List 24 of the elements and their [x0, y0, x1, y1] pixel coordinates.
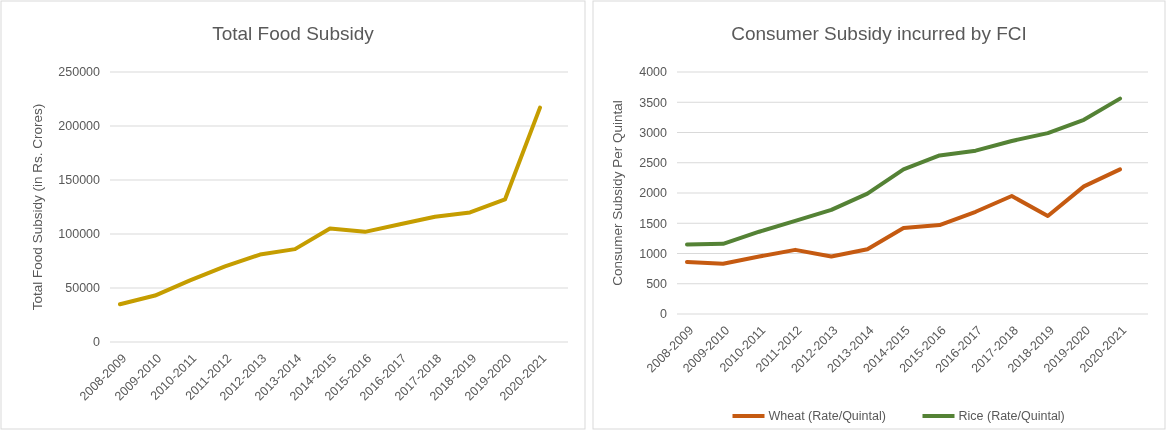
y-tick-label: 4000	[639, 65, 668, 80]
legend-label: Wheat (Rate/Quintal)	[768, 409, 886, 424]
y-tick-label: 0	[660, 307, 668, 322]
y-tick-label: 200000	[58, 119, 101, 134]
y-tick-label: 150000	[58, 173, 101, 188]
chart-title: Total Food Subsidy	[212, 23, 375, 44]
y-tick-label: 3500	[639, 95, 668, 110]
y-tick-label: 100000	[58, 227, 101, 242]
y-axis-title: Consumer Subsidy Per Quintal	[610, 100, 625, 286]
line-series	[685, 96, 1122, 247]
legend-label: Rice (Rate/Quintal)	[958, 409, 1065, 424]
y-tick-label: 2500	[639, 156, 668, 171]
line-series	[685, 167, 1122, 266]
y-tick-label: 250000	[58, 65, 101, 80]
y-tick-label: 2000	[639, 186, 668, 201]
y-tick-label: 1500	[639, 216, 668, 231]
chart-title: Consumer Subsidy incurred by FCI	[731, 23, 1027, 44]
y-tick-label: 3000	[639, 125, 668, 140]
y-tick-label: 500	[646, 277, 668, 292]
y-tick-label: 1000	[639, 246, 668, 261]
y-axis-title: Total Food Subsidy (in Rs. Crores)	[30, 103, 45, 311]
line-series	[118, 105, 542, 307]
y-tick-label: 0	[93, 335, 101, 350]
y-tick-label: 50000	[65, 281, 101, 296]
